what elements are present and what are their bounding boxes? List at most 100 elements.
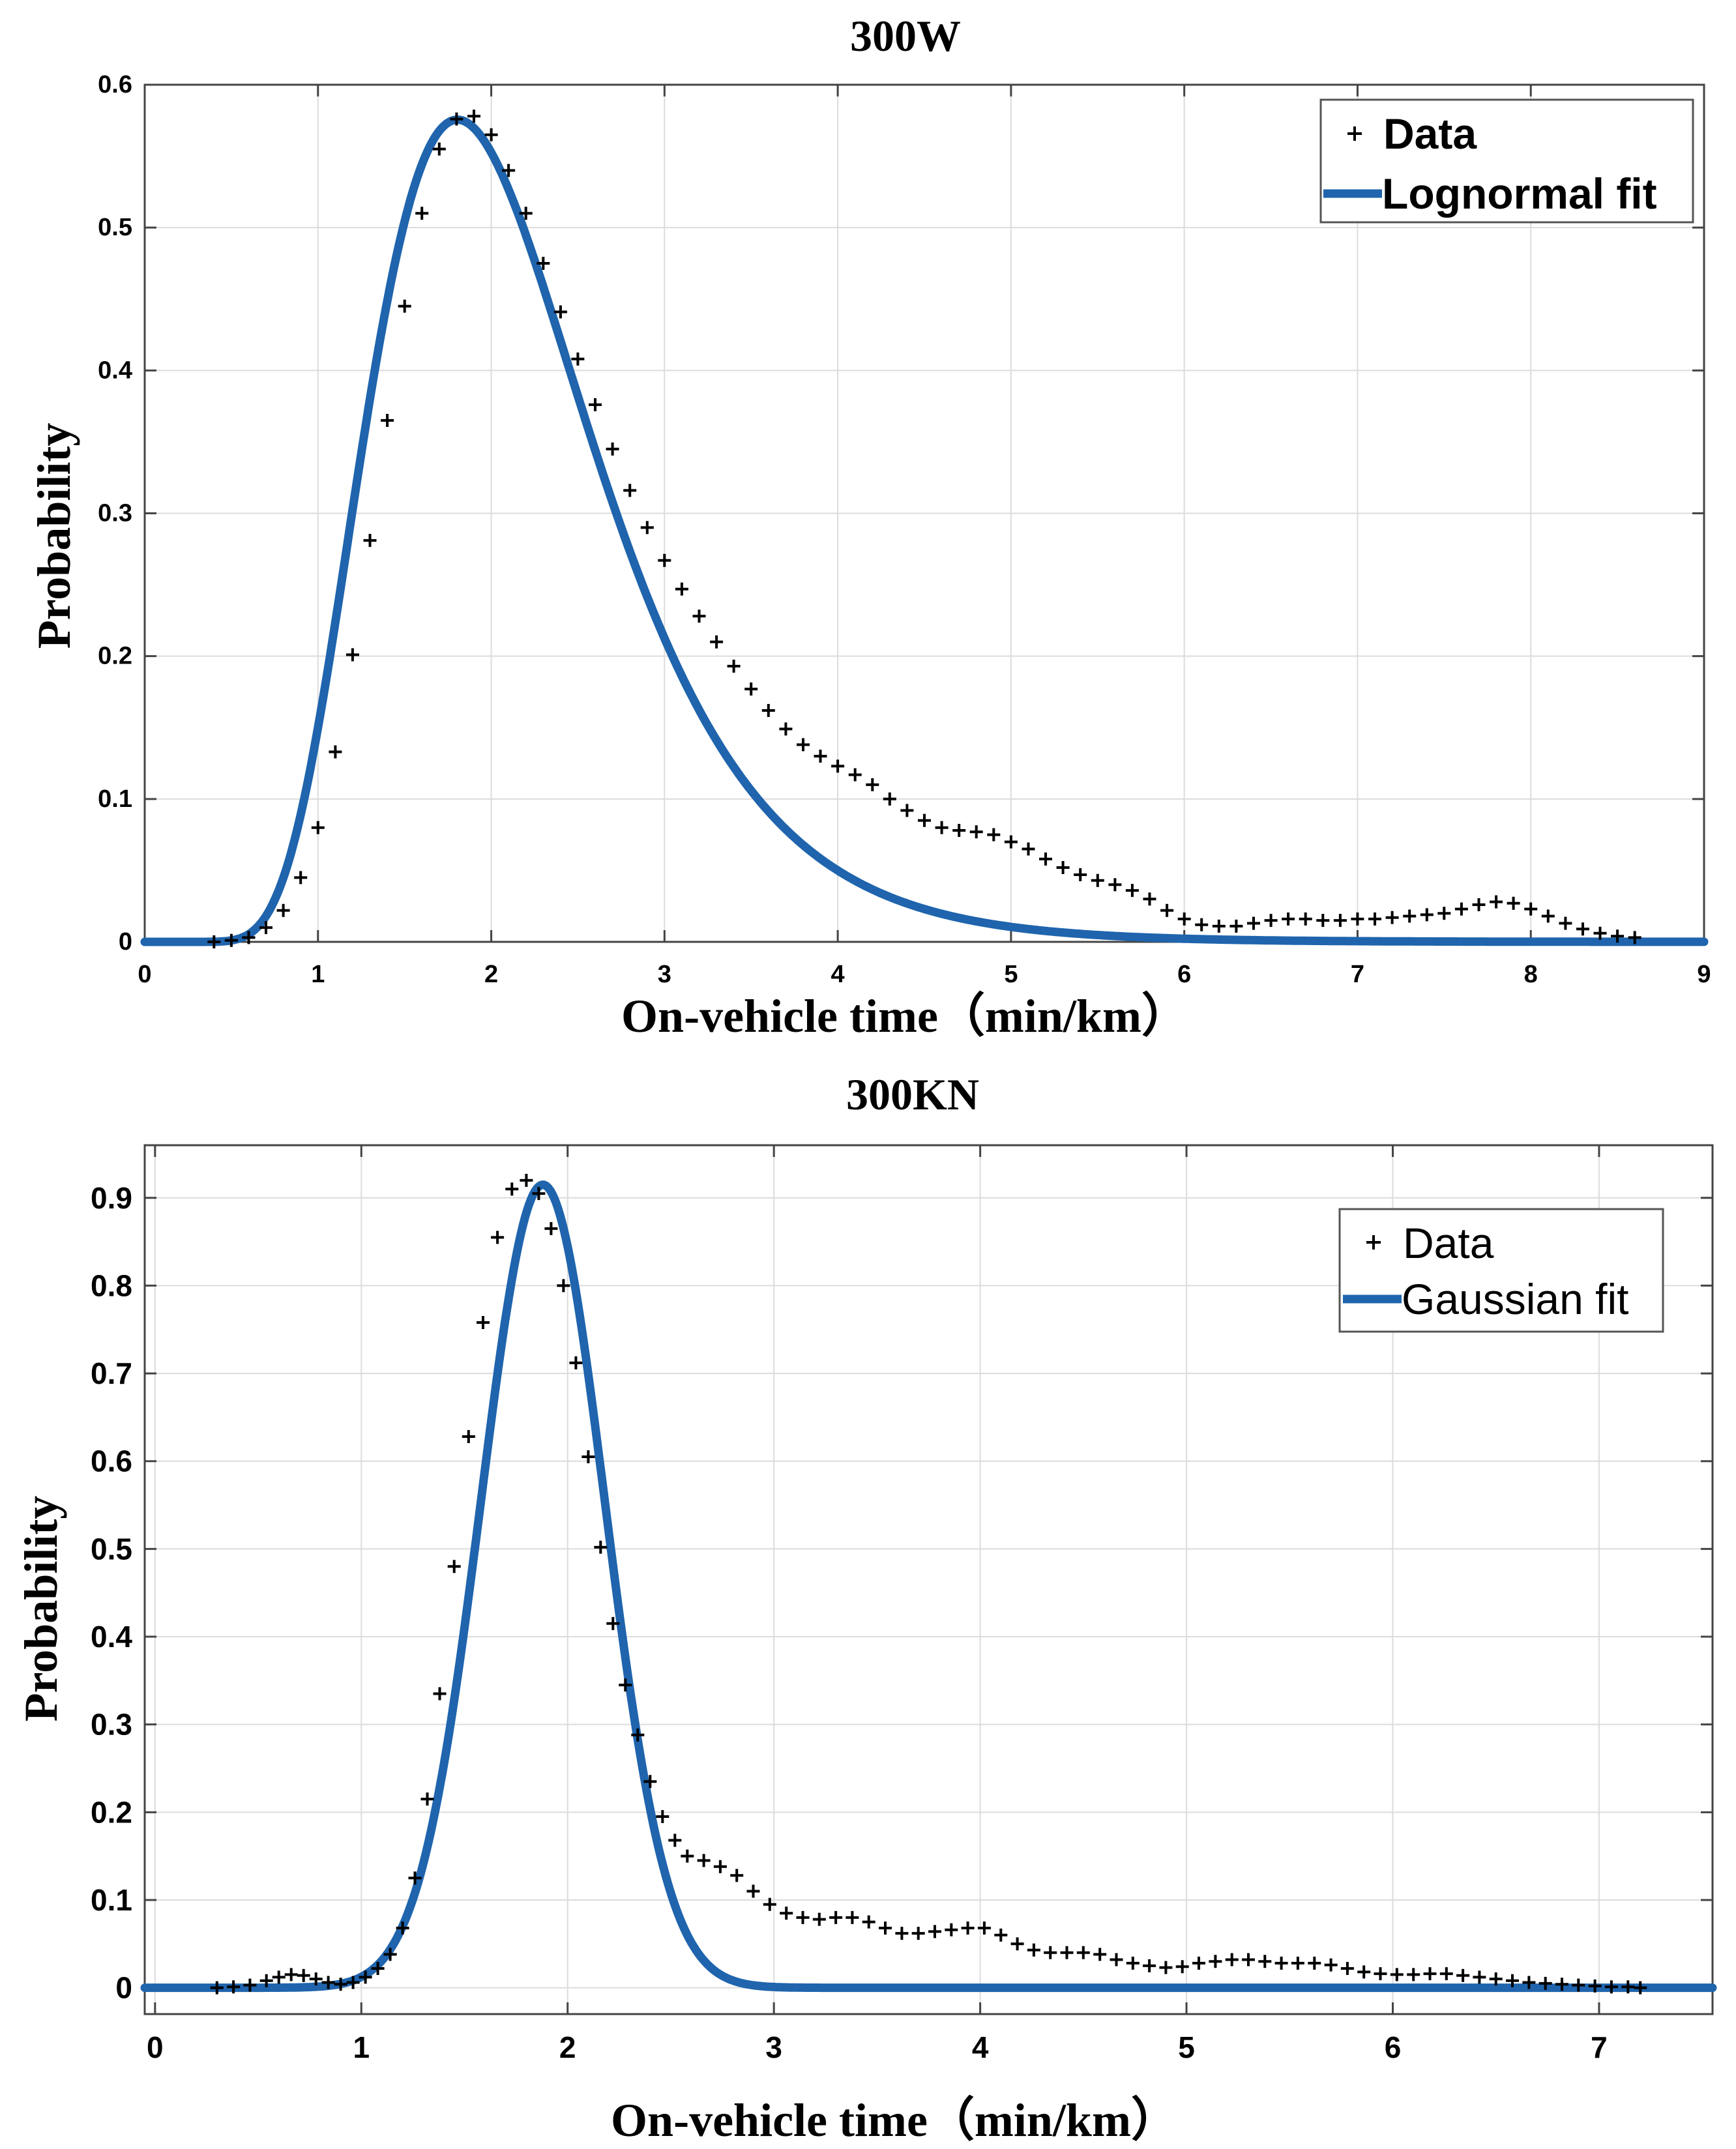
chart-300w: 300W 0 1 2 3 4 5 6 7 8 9 0 0.1 0.2 0.3 0… bbox=[28, 11, 1711, 1042]
data-point bbox=[477, 1316, 490, 1329]
data-point bbox=[420, 1792, 434, 1806]
data-point bbox=[1274, 1956, 1288, 1970]
data-point bbox=[581, 1450, 595, 1463]
data-point bbox=[812, 1912, 826, 1926]
x-tick-label: 1 bbox=[353, 2030, 370, 2064]
data-point bbox=[1004, 835, 1018, 849]
y-axis: 0 0.1 0.2 0.3 0.4 0.5 0.6 0.7 0.8 0.9 bbox=[91, 1181, 132, 2005]
data-point bbox=[1247, 916, 1260, 930]
legend-label-data: Data bbox=[1403, 1219, 1494, 1267]
data-point bbox=[761, 704, 775, 717]
data-point bbox=[1299, 912, 1312, 926]
x-tick-label: 3 bbox=[658, 961, 671, 988]
y-tick-label: 0.8 bbox=[91, 1268, 132, 1302]
data-series bbox=[210, 1173, 1647, 1995]
data-point bbox=[730, 1869, 744, 1882]
data-point bbox=[900, 804, 914, 817]
data-point bbox=[1576, 922, 1589, 936]
data-point bbox=[311, 821, 325, 834]
data-point bbox=[1385, 911, 1399, 924]
data-point bbox=[227, 1980, 241, 1994]
data-point bbox=[1126, 1956, 1140, 1970]
data-point bbox=[945, 1923, 958, 1937]
data-point bbox=[502, 164, 516, 177]
x-tick-label: 7 bbox=[1351, 961, 1364, 988]
data-point bbox=[1473, 1970, 1486, 1984]
data-point bbox=[1209, 1955, 1222, 1968]
x-tick-label: 0 bbox=[147, 2030, 164, 2064]
data-point bbox=[1611, 929, 1625, 943]
chart-300kn: 300KN 0 1 2 3 4 5 6 7 0 0.1 0.2 0.3 0.4 … bbox=[15, 1070, 1717, 2146]
data-point bbox=[1264, 914, 1278, 928]
data-point bbox=[935, 821, 949, 834]
data-point bbox=[952, 824, 966, 837]
data-point bbox=[668, 1834, 682, 1847]
data-point bbox=[272, 1970, 286, 1984]
data-point bbox=[553, 305, 567, 319]
data-point bbox=[994, 1928, 1008, 1942]
data-point bbox=[359, 1970, 372, 1984]
data-point bbox=[346, 1976, 360, 1989]
data-point bbox=[415, 207, 429, 220]
fit-series bbox=[140, 115, 1709, 946]
data-point bbox=[1593, 926, 1607, 940]
data-point bbox=[1538, 1976, 1552, 1990]
data-point bbox=[1175, 1960, 1189, 1974]
fit-curve bbox=[140, 115, 1709, 946]
data-point bbox=[1308, 1956, 1321, 1970]
data-point bbox=[381, 414, 394, 427]
data-point bbox=[447, 1560, 461, 1573]
legend: Data Gaussian fit bbox=[1338, 1208, 1664, 1333]
data-point bbox=[1340, 1962, 1354, 1975]
y-tick-label: 0.6 bbox=[91, 1444, 132, 1478]
x-tick-label: 2 bbox=[484, 961, 498, 988]
data-point bbox=[681, 1849, 694, 1863]
data-point bbox=[831, 759, 845, 773]
data-point bbox=[1159, 1961, 1173, 1974]
data-point bbox=[692, 609, 706, 623]
data-point bbox=[1374, 1967, 1387, 1981]
data-point bbox=[1242, 1953, 1255, 1966]
data-point bbox=[1160, 903, 1174, 917]
data-point bbox=[1177, 912, 1191, 926]
data-point bbox=[1390, 1968, 1404, 1981]
data-point bbox=[623, 484, 637, 497]
data-point bbox=[1407, 1968, 1420, 1981]
data-point bbox=[1022, 842, 1035, 856]
data-point bbox=[1368, 912, 1381, 926]
data-point bbox=[1324, 1958, 1338, 1972]
data-point bbox=[640, 521, 654, 534]
data-point bbox=[1522, 1976, 1536, 1989]
data-point bbox=[484, 128, 498, 141]
y-tick-label: 0 bbox=[115, 1971, 132, 2005]
y-tick-label: 0.1 bbox=[91, 1883, 132, 1917]
data-point bbox=[276, 903, 290, 917]
x-tick-label: 5 bbox=[1178, 2030, 1195, 2064]
data-point bbox=[589, 398, 602, 411]
data-point bbox=[977, 1922, 991, 1935]
data-point bbox=[396, 1922, 409, 1935]
data-point bbox=[1541, 909, 1555, 923]
y-tick-label: 0.1 bbox=[98, 785, 132, 813]
data-point bbox=[467, 110, 480, 123]
data-point bbox=[848, 768, 862, 782]
data-point bbox=[619, 1678, 632, 1692]
data-point bbox=[544, 1221, 558, 1235]
data-point bbox=[1044, 1946, 1057, 1959]
data-point bbox=[383, 1948, 397, 1961]
data-point bbox=[210, 1981, 224, 1995]
data-point bbox=[727, 660, 741, 673]
data-point bbox=[797, 738, 810, 752]
legend-data-marker bbox=[1347, 126, 1362, 141]
data-point bbox=[928, 1925, 941, 1938]
x-tick-label: 6 bbox=[1177, 961, 1191, 988]
data-point bbox=[1604, 1980, 1618, 1994]
data-point bbox=[961, 1922, 975, 1935]
y-axis-label: Probability bbox=[15, 1496, 67, 1722]
data-point bbox=[744, 682, 758, 696]
chart-title: 300W bbox=[850, 11, 961, 61]
data-point bbox=[309, 1972, 323, 1986]
y-tick-label: 0.2 bbox=[91, 1795, 132, 1829]
x-tick-label: 4 bbox=[972, 2030, 989, 2064]
data-point bbox=[532, 1187, 546, 1201]
